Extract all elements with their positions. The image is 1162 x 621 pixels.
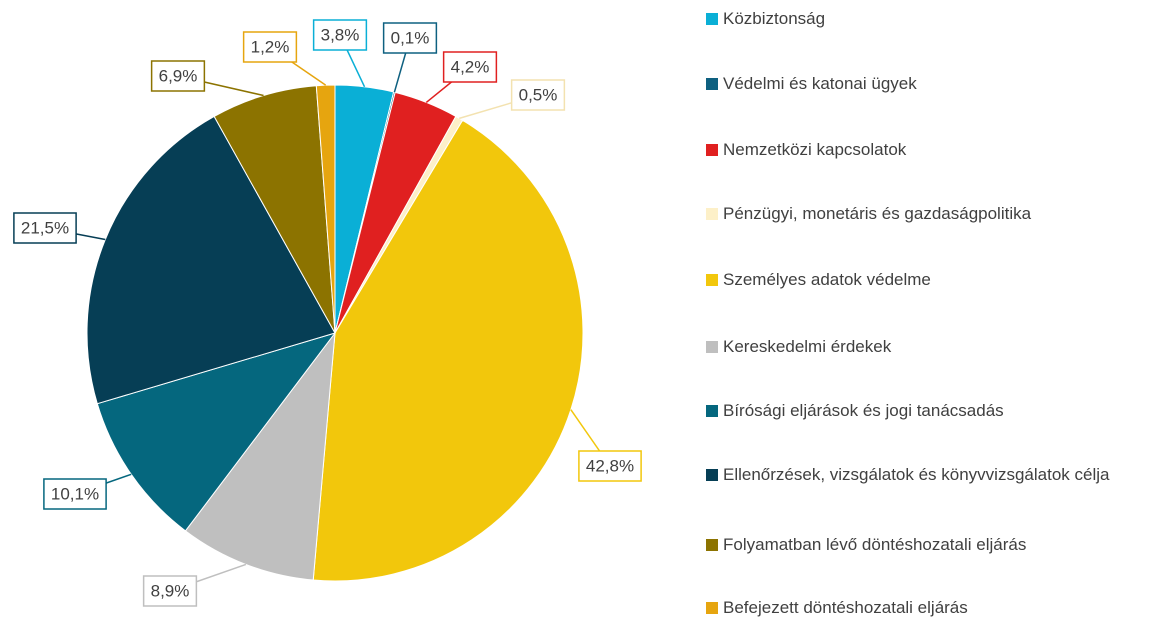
legend-swatch: [706, 144, 718, 156]
data-label: 6,9%: [159, 66, 198, 85]
pie-slice: [315, 84, 336, 334]
legend-label: Bírósági eljárások és jogi tanácsadás: [723, 401, 1004, 420]
label-box: [13, 212, 77, 244]
legend-label: Befejezett döntéshozatali eljárás: [723, 598, 968, 617]
legend-swatch: [706, 274, 718, 286]
legend-swatch: [706, 469, 718, 481]
label-box: [382, 22, 438, 54]
legend-item: Ellenőrzések, vizsgálatok és könyvvizsgá…: [706, 462, 1146, 488]
chart: 3,8% 0,1% 4,2% 0,5% 42,8% 8,9% 10,1% 21,5% 6,9% 1…: [13, 19, 642, 607]
legend-swatch: [706, 539, 718, 551]
legend-label: Közbiztonság: [723, 9, 826, 28]
data-label: 1,2%: [251, 37, 290, 56]
data-label: 4,2%: [451, 57, 490, 76]
legend-swatch: [706, 341, 718, 353]
legend-label: Folyamatban lévő döntéshozatali eljárás: [723, 535, 1027, 554]
legend-item: Személyes adatok védelme: [706, 267, 1146, 293]
legend-swatch: [706, 208, 718, 220]
legend-item: Befejezett döntéshozatali eljárás: [706, 595, 1146, 621]
data-label: 0,5%: [519, 85, 558, 104]
legend-label: Pénzügyi, monetáris és gazdaságpolitika: [723, 204, 1032, 223]
legend-label: Nemzetközi kapcsolatok: [723, 140, 907, 159]
legend-swatch: [706, 602, 718, 614]
label-box: [150, 60, 206, 92]
data-label: 42,8%: [586, 456, 634, 475]
data-label: 0,1%: [391, 28, 430, 47]
legend-item: Kereskedelmi érdekek: [706, 334, 1146, 360]
data-label: 10,1%: [51, 484, 99, 503]
label-box: [510, 79, 566, 111]
legend-item: Pénzügyi, monetáris és gazdaságpolitika: [706, 201, 1146, 227]
label-box: [578, 450, 642, 482]
legend-item: Folyamatban lévő döntéshozatali eljárás: [706, 532, 1146, 558]
legend-swatch: [706, 405, 718, 417]
label-box: [43, 478, 107, 510]
legend-label: Kereskedelmi érdekek: [723, 337, 892, 356]
legend-item: Védelmi és katonai ügyek: [706, 71, 1146, 97]
legend-label: Ellenőrzések, vizsgálatok és könyvvizsgá…: [723, 465, 1110, 484]
data-label: 8,9%: [151, 581, 190, 600]
legend-item: Bírósági eljárások és jogi tanácsadás: [706, 398, 1146, 424]
label-box: [442, 51, 498, 83]
legend-label: Védelmi és katonai ügyek: [723, 74, 917, 93]
legend-label: Személyes adatok védelme: [723, 270, 931, 289]
legend-swatch: [706, 78, 718, 90]
legend-item: Közbiztonság: [706, 6, 1146, 32]
label-box: [242, 31, 298, 63]
data-label: 21,5%: [21, 218, 69, 237]
pie-slice: [312, 119, 584, 582]
pie-slice: [213, 85, 336, 334]
pie-slice: [184, 331, 336, 581]
label-box: [142, 575, 198, 607]
label-box: [312, 19, 368, 51]
legend-item: Nemzetközi kapcsolatok: [706, 137, 1146, 163]
legend-swatch: [706, 13, 718, 25]
data-label: 3,8%: [321, 25, 360, 44]
